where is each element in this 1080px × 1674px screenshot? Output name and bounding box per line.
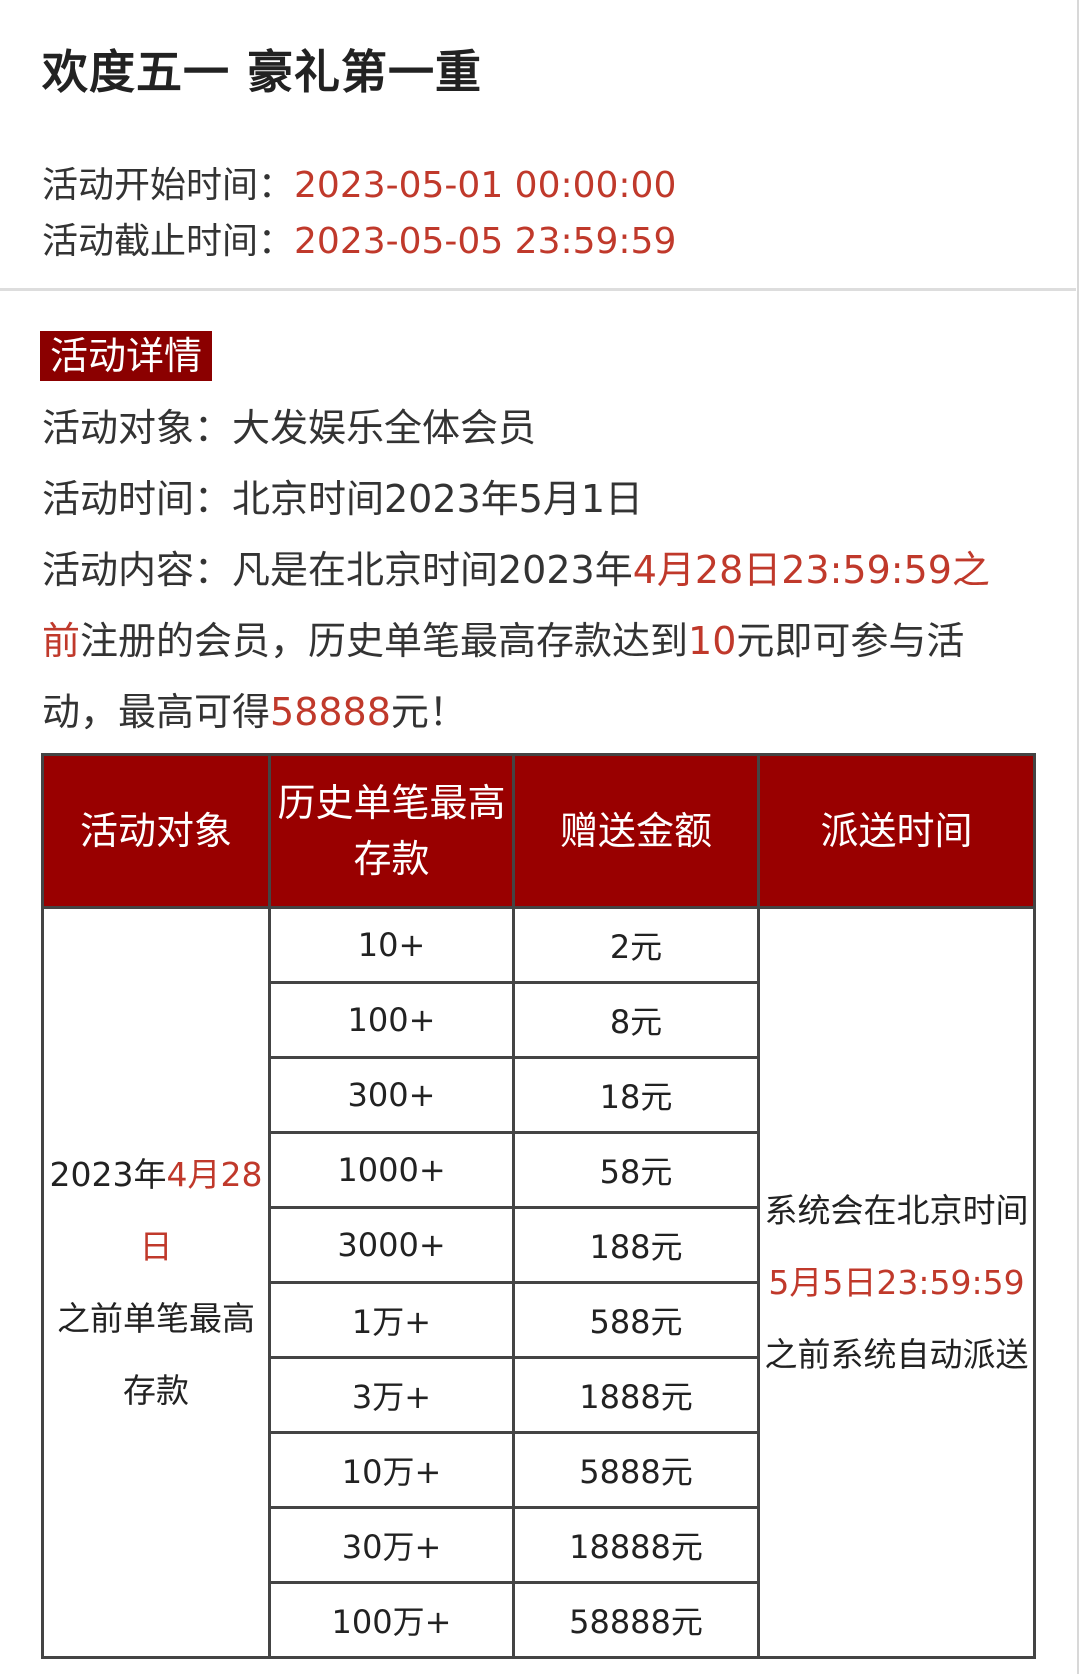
table-row: 2023年4月28日 之前单笔最高存款 10+ 2元 系统会在北京时间 5月5日23:59… [41, 906, 1036, 1659]
bonus-cell: 58888元 [512, 1581, 760, 1659]
detail-target: 活动对象：大发娱乐全体会员 [42, 406, 537, 450]
deposit-cell: 100+ [268, 981, 515, 1059]
deposit-cell: 3万+ [268, 1356, 515, 1434]
content-text: 元即可参与活动，最高可得 [42, 619, 965, 734]
table-row: 3万+ 1888元 [43, 1356, 1035, 1434]
detail-content: 活动内容：凡是在北京时间2023年4月28日23:59:59之前注册的会员，历史… [42, 535, 1022, 748]
bonus-cell: 18888元 [512, 1506, 760, 1584]
deposit-cell: 100万+ [268, 1581, 515, 1659]
bonus-cell: 188元 [512, 1206, 760, 1284]
deposit-cell: 300+ [268, 1056, 515, 1134]
cell-text: 系统会在北京时间 [764, 1190, 1029, 1230]
table-header: 派送时间 [757, 753, 1036, 909]
activity-details: 活动对象：大发娱乐全体会员 活动时间：北京时间2023年5月1日 活动内容：凡是… [42, 393, 1022, 748]
table-header: 赠送金额 [512, 753, 760, 909]
table-header: 历史单笔最高存款 [268, 753, 515, 909]
start-label: 活动开始时间： [42, 165, 295, 206]
content-text: 活动内容：凡是在北京时间2023年 [42, 548, 633, 592]
table-header: 活动对象 [41, 753, 271, 909]
time-cell: 系统会在北京时间 5月5日23:59:59 之前系统自动派送 [757, 906, 1036, 1659]
page-title: 欢度五一 豪礼第一重 [42, 45, 483, 99]
start-value: 2023-05-01 00:00:00 [294, 165, 677, 206]
table-row: 100+ 8元 [43, 981, 1035, 1059]
cell-highlight: 4月28日 [139, 1154, 263, 1266]
bonus-cell: 1888元 [512, 1356, 760, 1434]
reward-table: 活动对象 历史单笔最高存款 赠送金额 派送时间 2023年4月28日 之前单笔最高存款 1… [41, 753, 1036, 1659]
table-row: 10万+ 5888元 [43, 1431, 1035, 1509]
table-row: 1000+ 58元 [43, 1131, 1035, 1209]
content-text: 注册的会员，历史单笔最高存款达到 [80, 619, 689, 663]
table-row: 30万+ 18888元 [43, 1506, 1035, 1584]
deposit-cell: 30万+ [268, 1506, 515, 1584]
target-cell: 2023年4月28日之前单笔最高存款 [41, 906, 271, 1659]
bonus-cell: 5888元 [512, 1431, 760, 1509]
cell-text: 2023年 [49, 1154, 167, 1194]
bonus-cell: 2元 [512, 906, 760, 984]
section-badge: 活动详情 [40, 331, 213, 381]
table-row: 1万+ 588元 [43, 1281, 1035, 1359]
end-value: 2023-05-05 23:59:59 [294, 221, 677, 262]
cell-highlight: 5月5日23:59:59 [768, 1262, 1025, 1302]
table-row: 100万+ 58888元 [43, 1581, 1035, 1659]
divider [0, 288, 1076, 291]
start-time: 活动开始时间：2023-05-01 00:00:00 [42, 156, 676, 208]
bonus-cell: 588元 [512, 1281, 760, 1359]
end-time: 活动截止时间：2023-05-05 23:59:59 [42, 212, 676, 264]
bonus-cell: 58元 [512, 1131, 760, 1209]
detail-time: 活动时间：北京时间2023年5月1日 [42, 477, 644, 521]
end-label: 活动截止时间： [42, 221, 295, 262]
bonus-cell: 18元 [512, 1056, 760, 1134]
cell-text: 之前单笔最高存款 [57, 1298, 255, 1410]
deposit-cell: 10万+ [268, 1431, 515, 1509]
deposit-cell: 1000+ [268, 1131, 515, 1209]
table-row: 3000+ 188元 [43, 1206, 1035, 1284]
content-text: 元！ [390, 690, 467, 734]
deposit-cell: 3000+ [268, 1206, 515, 1284]
cell-text: 之前系统自动派送 [764, 1334, 1029, 1374]
content-highlight: 58888 [270, 690, 391, 734]
content-highlight: 10 [688, 619, 737, 663]
deposit-cell: 10+ [268, 906, 515, 984]
deposit-cell: 1万+ [268, 1281, 515, 1359]
scrollbar[interactable] [1077, 0, 1079, 1674]
bonus-cell: 8元 [512, 981, 760, 1059]
table-row: 300+ 18元 [43, 1056, 1035, 1134]
content-highlight: 4月28日23:59:59之前 [42, 548, 990, 663]
